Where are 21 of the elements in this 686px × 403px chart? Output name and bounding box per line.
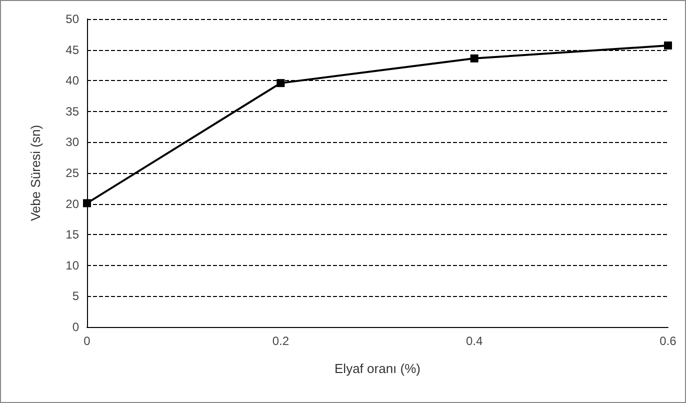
y-tick-label: 50	[66, 12, 80, 26]
x-tick-label: 0.6	[660, 334, 677, 348]
y-tick-label: 25	[66, 166, 80, 180]
y-tick-label: 15	[66, 228, 80, 242]
y-tick-label: 40	[66, 74, 80, 88]
y-tick-label: 45	[66, 42, 80, 57]
point	[83, 199, 91, 208]
point	[276, 79, 285, 88]
point	[664, 41, 672, 50]
y-tick-label: 5	[72, 289, 80, 304]
point	[470, 54, 478, 62]
y-tick-label: 30	[66, 135, 80, 150]
x-tick-label: 0.2	[272, 334, 290, 348]
y-tick-label: 0	[72, 320, 80, 334]
y-tick-label: 35	[66, 104, 80, 118]
x-tick-label: 0	[84, 334, 91, 348]
y-tick-label: 20	[66, 196, 80, 211]
x-tick-label: 0.4	[466, 334, 483, 348]
y-axis-title: Vebe Süresi (sn)	[28, 124, 43, 222]
y-tick-label: 10	[66, 258, 80, 272]
x-axis-title: Elyaf oranı (%)	[334, 361, 420, 376]
